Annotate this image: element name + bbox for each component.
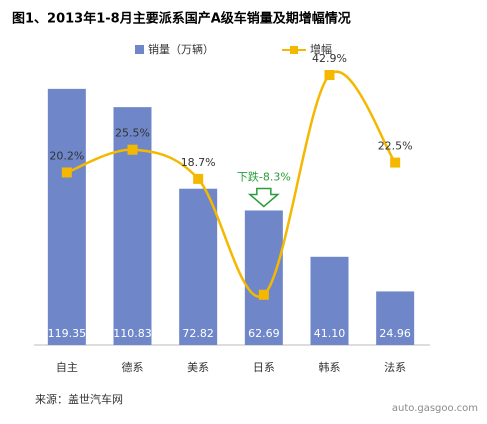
bar-value-label: 24.96	[379, 327, 411, 340]
source: 来源：盖世汽车网	[35, 392, 123, 406]
bar-value-label: 110.83	[113, 327, 152, 340]
growth-label: 18.7%	[181, 156, 216, 169]
growth-marker	[390, 157, 401, 168]
growth-label: 20.2%	[49, 149, 84, 162]
legend-marker	[290, 46, 298, 54]
growth-label: 22.5%	[378, 140, 413, 153]
growth-marker	[324, 70, 335, 81]
bar	[47, 88, 86, 345]
chart-title: 图1、2013年1-8月主要派系国产A级车销量及期增幅情况	[12, 11, 351, 27]
legend-label: 销量（万辆）	[148, 42, 214, 56]
growth-marker	[193, 173, 204, 184]
bar	[113, 107, 152, 345]
down-arrow	[247, 187, 280, 208]
x-tick-label: 韩系	[319, 360, 341, 374]
x-tick-label: 自主	[56, 361, 78, 374]
watermark: auto.gasgoo.com	[392, 403, 478, 414]
growth-marker	[127, 144, 138, 155]
bar	[244, 210, 283, 345]
bar	[376, 291, 415, 345]
x-tick-label: 法系	[384, 360, 406, 374]
bar-value-label: 62.69	[248, 327, 280, 340]
bar	[310, 256, 349, 345]
legend-swatch	[135, 45, 144, 54]
x-tick-label: 日系	[253, 361, 275, 374]
bar-value-label: 119.35	[48, 327, 87, 340]
growth-marker	[258, 289, 269, 300]
x-tick-label: 德系	[122, 360, 144, 374]
growth-label: 42.9%	[312, 52, 347, 65]
growth-label: 下跌-8.3%	[237, 169, 291, 183]
x-tick-label: 美系	[187, 361, 209, 374]
growth-marker	[61, 167, 72, 178]
bar	[179, 188, 218, 345]
growth-label: 25.5%	[115, 127, 150, 140]
bar-value-label: 72.82	[182, 327, 214, 340]
bar-value-label: 41.10	[314, 327, 346, 340]
legend-label: 增幅	[310, 42, 332, 56]
